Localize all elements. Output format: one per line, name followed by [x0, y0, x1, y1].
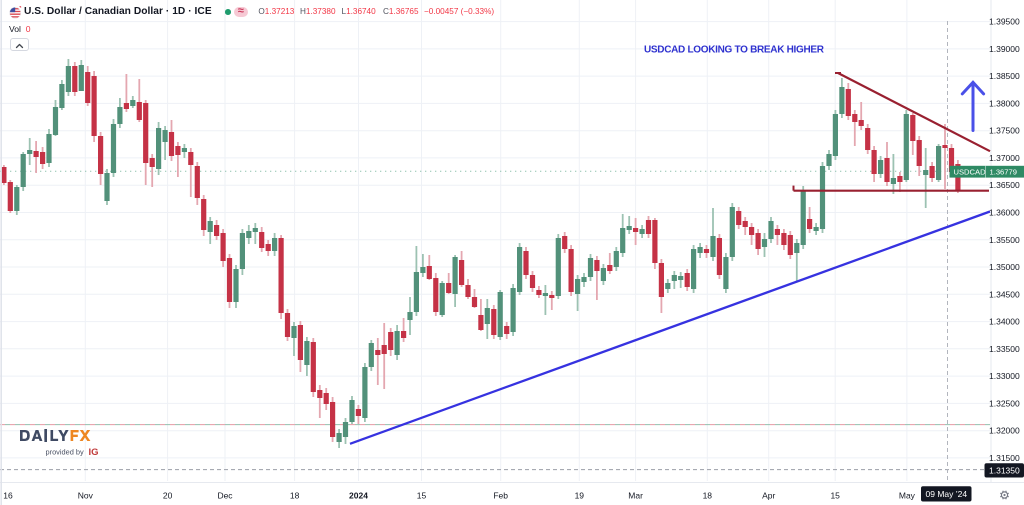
svg-text:Dec: Dec: [217, 491, 233, 501]
svg-text:15: 15: [417, 491, 427, 501]
svg-text:Nov: Nov: [78, 491, 94, 501]
svg-text:1.36500: 1.36500: [989, 180, 1020, 190]
svg-text:1.35000: 1.35000: [989, 262, 1020, 272]
svg-text:1.35500: 1.35500: [989, 235, 1020, 245]
svg-text:1.31500: 1.31500: [989, 453, 1020, 463]
svg-text:USDCAD: USDCAD: [954, 168, 987, 177]
svg-text:16: 16: [3, 491, 13, 501]
svg-text:1.38500: 1.38500: [989, 71, 1020, 81]
svg-text:2024: 2024: [349, 491, 368, 501]
svg-text:1.34000: 1.34000: [989, 317, 1020, 327]
svg-text:19: 19: [575, 491, 585, 501]
svg-text:May: May: [899, 491, 916, 501]
svg-text:1.33500: 1.33500: [989, 344, 1020, 354]
svg-text:1.36000: 1.36000: [989, 208, 1020, 218]
svg-text:1.37000: 1.37000: [989, 153, 1020, 163]
svg-text:1.31350: 1.31350: [989, 466, 1020, 476]
svg-text:1.37500: 1.37500: [989, 126, 1020, 136]
svg-text:Mar: Mar: [628, 491, 643, 501]
svg-text:1.38000: 1.38000: [989, 98, 1020, 108]
svg-text:1.33000: 1.33000: [989, 371, 1020, 381]
svg-text:USDCAD LOOKING TO BREAK HIGHER: USDCAD LOOKING TO BREAK HIGHER: [644, 45, 825, 56]
svg-text:1.32000: 1.32000: [989, 426, 1020, 436]
svg-text:18: 18: [290, 491, 300, 501]
svg-text:18: 18: [703, 491, 713, 501]
svg-text:1.39000: 1.39000: [989, 44, 1020, 54]
svg-text:provided by: provided by: [46, 448, 85, 457]
svg-text:1.34500: 1.34500: [989, 289, 1020, 299]
svg-text:IG: IG: [89, 447, 99, 457]
svg-text:1.39500: 1.39500: [989, 17, 1020, 27]
svg-text:Feb: Feb: [493, 491, 508, 501]
svg-text:Apr: Apr: [762, 491, 775, 501]
svg-text:1.36779: 1.36779: [990, 168, 1017, 177]
svg-text:15: 15: [830, 491, 840, 501]
svg-text:20: 20: [163, 491, 173, 501]
svg-text:1.32500: 1.32500: [989, 398, 1020, 408]
svg-text:09 May ’24: 09 May ’24: [926, 489, 968, 499]
